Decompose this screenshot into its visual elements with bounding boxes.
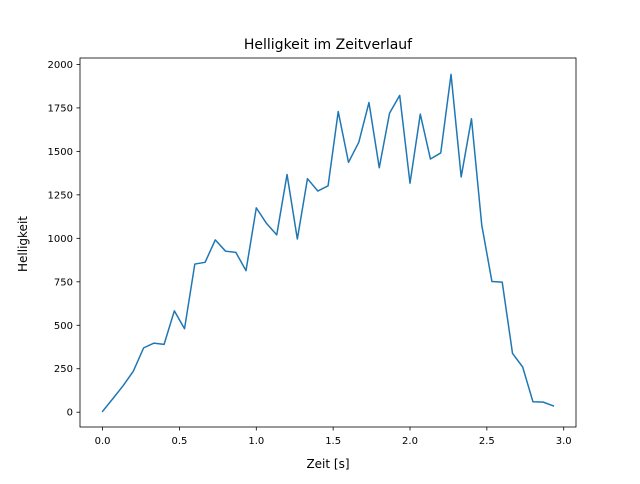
y-tick-label: 1250 bbox=[48, 190, 73, 201]
y-tick-label: 1000 bbox=[48, 234, 73, 245]
axes-frame bbox=[79, 57, 577, 428]
y-tick-label: 2000 bbox=[48, 60, 73, 71]
x-tick-label: 3.0 bbox=[556, 436, 572, 447]
y-tick-label: 1500 bbox=[48, 147, 73, 158]
y-axis-label: Helligkeit bbox=[16, 216, 30, 272]
y-tick-label: 500 bbox=[54, 321, 73, 332]
x-tick-label: 0.0 bbox=[95, 436, 111, 447]
x-tick-label: 0.5 bbox=[171, 436, 187, 447]
axes: 0.0 0.5 1.0 1.5 2.0 2.5 3.0 0 250 500 750 1000 1250 1… bbox=[48, 57, 577, 447]
y-tick-label: 1750 bbox=[48, 103, 73, 114]
x-tick-label: 2.0 bbox=[402, 436, 418, 447]
x-tick-label: 1.0 bbox=[248, 436, 264, 447]
x-axis-label: Zeit [s] bbox=[306, 457, 349, 471]
plot-area bbox=[101, 73, 555, 413]
y-tick-label: 250 bbox=[54, 364, 73, 375]
x-tick-label: 1.5 bbox=[325, 436, 341, 447]
x-tick-label: 2.5 bbox=[479, 436, 495, 447]
y-tick-label: 750 bbox=[54, 277, 73, 288]
chart-title: Helligkeit im Zeitverlauf bbox=[244, 37, 413, 53]
y-tick-label: 0 bbox=[67, 408, 73, 419]
series-line-0 bbox=[101, 73, 555, 413]
